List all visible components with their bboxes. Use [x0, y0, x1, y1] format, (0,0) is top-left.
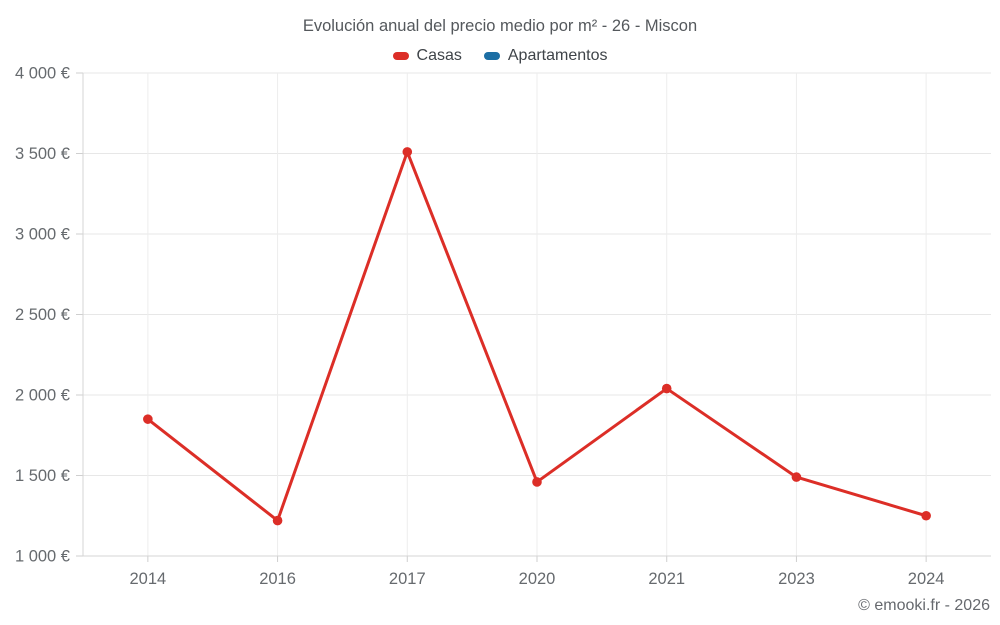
- x-axis-label: 2017: [389, 570, 426, 588]
- copyright-credit: © emooki.fr - 2026: [858, 597, 990, 614]
- legend: Casas Apartamentos: [0, 47, 1000, 65]
- apartamentos-series-swatch-icon: [483, 52, 500, 60]
- chart-title: Evolución anual del precio medio por m² …: [302, 17, 698, 35]
- y-axis-label: 1 000 €: [15, 548, 70, 566]
- data-point-casas-2021[interactable]: [661, 383, 672, 394]
- data-point-casas-2024[interactable]: [921, 510, 931, 521]
- data-point-casas-2020[interactable]: [532, 477, 542, 487]
- casas-series-swatch-icon: [392, 52, 409, 60]
- legend-label-apartamentos: Apartamentos: [507, 47, 608, 64]
- y-axis-label: 3 500 €: [15, 145, 70, 163]
- data-point-casas-2014[interactable]: [143, 414, 153, 424]
- x-axis-label: 2016: [259, 570, 296, 588]
- y-axis-label: 2 000 €: [15, 387, 70, 405]
- legend-label-casas: Casas: [416, 47, 462, 64]
- legend-item-casas[interactable]: Casas: [392, 47, 462, 65]
- y-axis-label: 4 000 €: [15, 65, 70, 83]
- x-axis-label: 2014: [129, 570, 166, 588]
- data-point-casas-2023[interactable]: [791, 472, 802, 482]
- y-axis-label: 2 500 €: [15, 306, 70, 324]
- data-point-casas-2016[interactable]: [272, 515, 283, 526]
- data-point-casas-2017[interactable]: [402, 147, 413, 157]
- x-axis-label: 2021: [648, 570, 685, 588]
- legend-item-apartamentos[interactable]: Apartamentos: [483, 47, 608, 65]
- y-axis-label: 1 500 €: [15, 467, 70, 485]
- x-axis-label: 2023: [778, 570, 815, 588]
- x-axis-label: 2024: [908, 570, 945, 588]
- y-axis-label: 3 000 €: [15, 226, 70, 244]
- x-axis-label: 2020: [519, 570, 556, 588]
